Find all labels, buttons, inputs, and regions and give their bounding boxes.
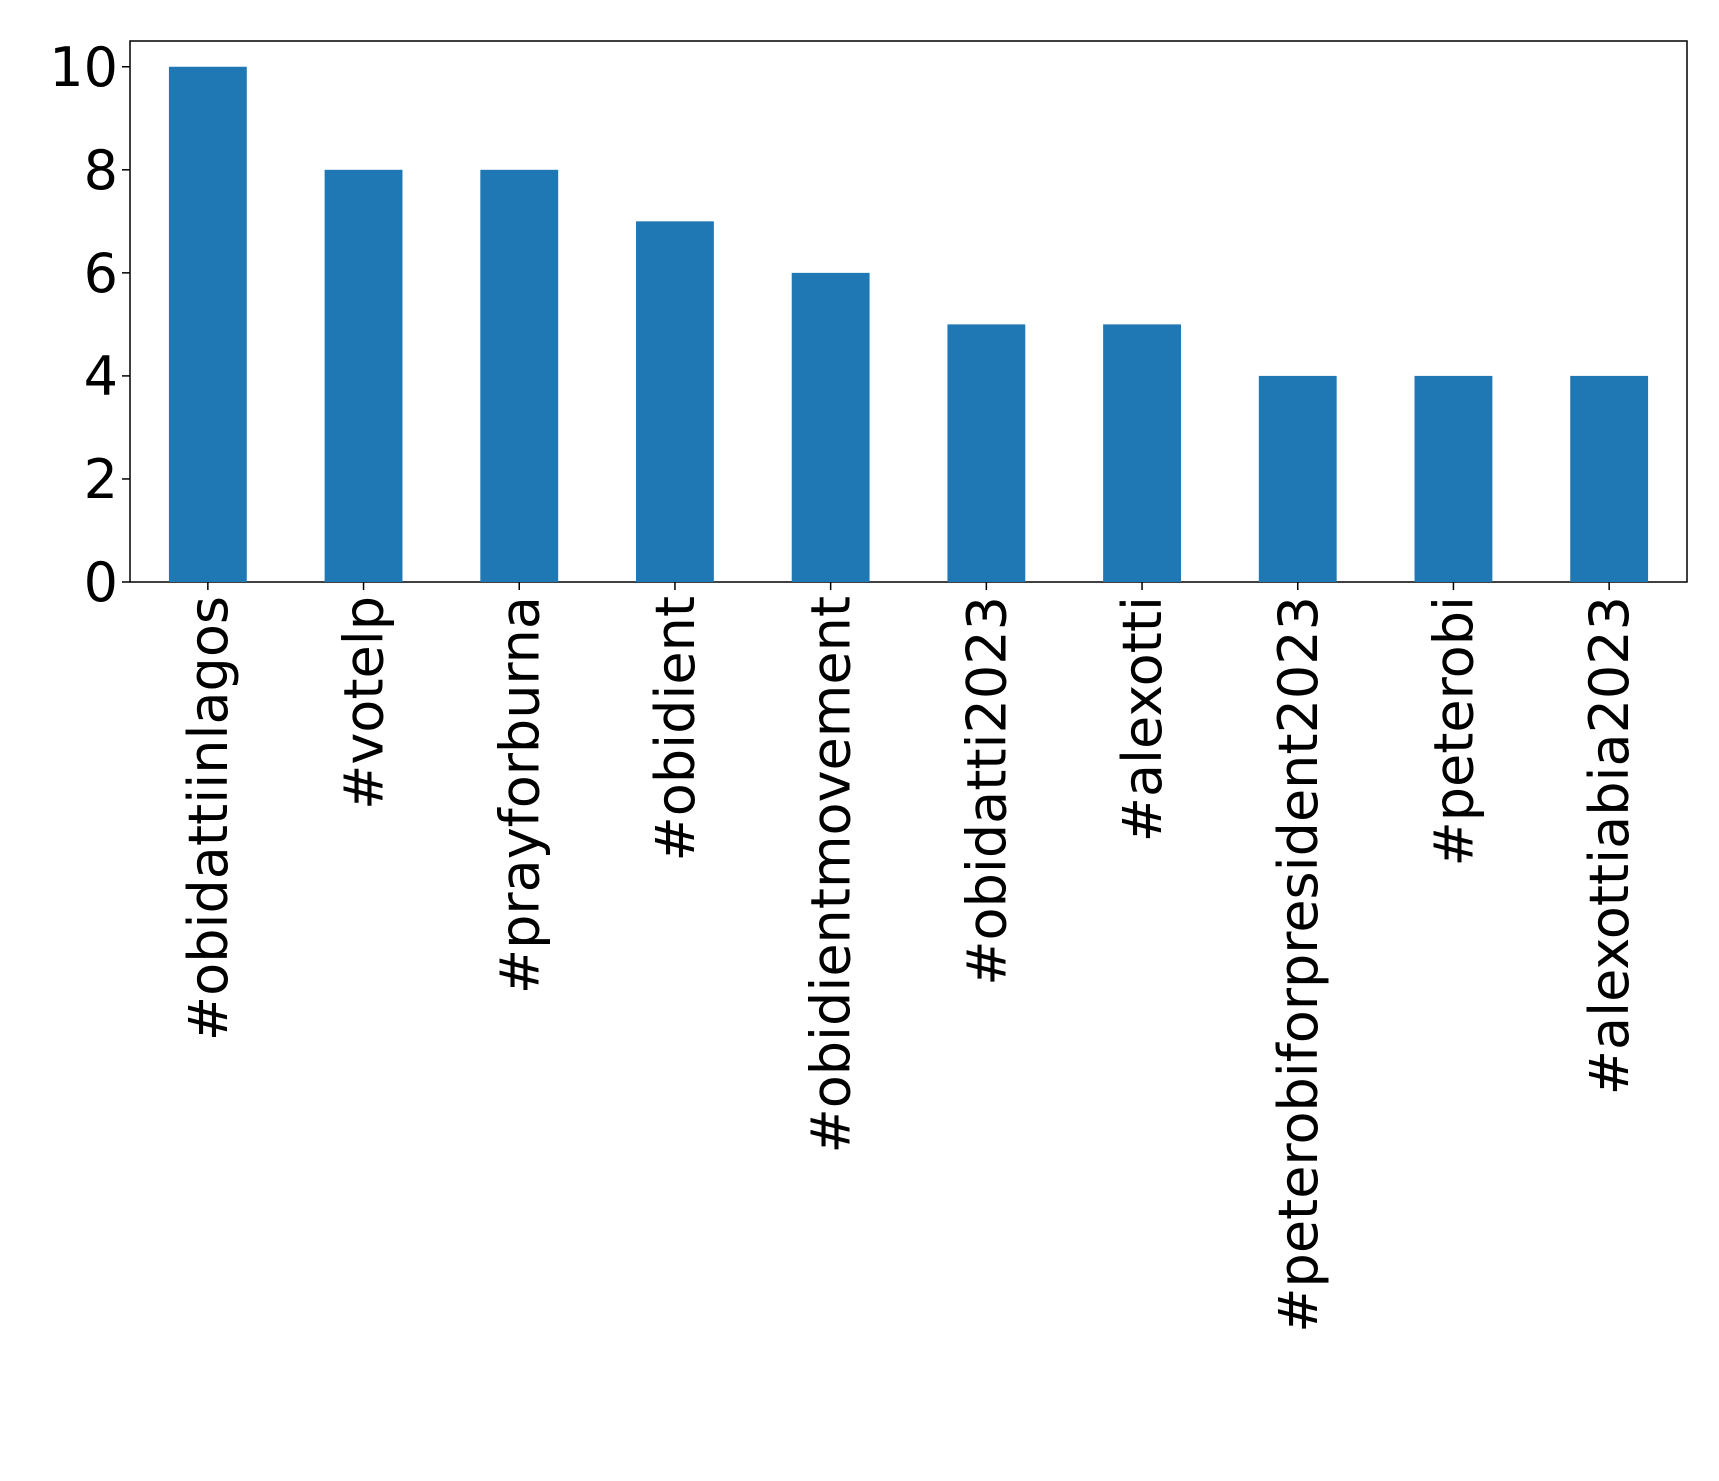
x-tick-label: #obidatti2023 (955, 596, 1018, 986)
x-tick-label: #obidattiinlagos (177, 596, 240, 1041)
plot-frame (129, 40, 1688, 583)
bar (480, 169, 559, 583)
x-tick-label: #obidientmovement (800, 596, 863, 1154)
bar (1258, 375, 1337, 582)
x-tick-label: #peterobi (1422, 596, 1485, 866)
y-tick-label: 4 (84, 345, 118, 408)
x-tick-label: #votelp (333, 596, 396, 810)
bar (636, 221, 714, 583)
bar (168, 66, 247, 582)
x-tick-label: #peterobiforpresident2023 (1267, 596, 1330, 1333)
bar (1414, 375, 1493, 582)
y-tick-label: 2 (84, 448, 118, 511)
x-tick-label: #prayforburna (488, 596, 551, 994)
bar (791, 272, 870, 582)
y-tick-label: 10 (49, 36, 118, 99)
x-tick-label: #obidient (644, 596, 707, 861)
bar (1570, 375, 1649, 582)
bar (1103, 324, 1181, 582)
x-tick-label: #alexottiabia2023 (1578, 596, 1641, 1095)
x-tick-label: #alexotti (1111, 596, 1174, 842)
bar (947, 324, 1026, 582)
y-tick-label: 8 (84, 139, 118, 202)
bar (324, 169, 403, 583)
y-tick-label: 0 (84, 551, 118, 614)
y-tick-label: 6 (84, 242, 118, 305)
